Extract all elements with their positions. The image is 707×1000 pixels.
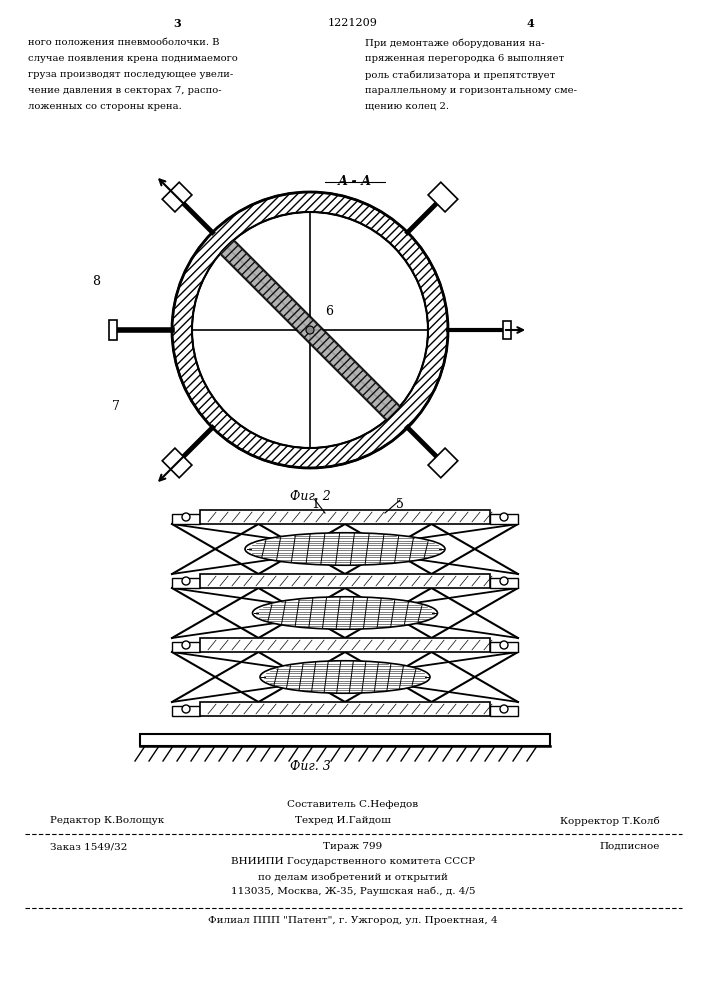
Text: роль стабилизатора и препятствует: роль стабилизатора и препятствует [365, 70, 555, 80]
Text: пряженная перегородка 6 выполняет: пряженная перегородка 6 выполняет [365, 54, 564, 63]
Text: ВНИИПИ Государственного комитета СССР: ВНИИПИ Государственного комитета СССР [231, 857, 475, 866]
FancyBboxPatch shape [200, 702, 490, 716]
Wedge shape [172, 192, 448, 468]
FancyBboxPatch shape [490, 578, 518, 588]
Text: Филиал ППП "Патент", г. Ужгород, ул. Проектная, 4: Филиал ППП "Патент", г. Ужгород, ул. Про… [208, 916, 498, 925]
Circle shape [500, 513, 508, 521]
Text: Фиг. 3: Фиг. 3 [290, 760, 330, 773]
FancyBboxPatch shape [172, 706, 200, 716]
Bar [503, 321, 511, 339]
FancyBboxPatch shape [172, 642, 200, 652]
Text: 7: 7 [112, 400, 120, 413]
Text: ного положения пневмооболочки. В: ного положения пневмооболочки. В [28, 38, 219, 47]
Circle shape [192, 212, 428, 448]
FancyBboxPatch shape [172, 514, 200, 524]
Polygon shape [162, 182, 192, 212]
Ellipse shape [260, 661, 430, 693]
FancyBboxPatch shape [200, 510, 490, 524]
Text: Тираж 799: Тираж 799 [323, 842, 382, 851]
Circle shape [500, 705, 508, 713]
Circle shape [500, 641, 508, 649]
Text: 113035, Москва, Ж-35, Раушская наб., д. 4/5: 113035, Москва, Ж-35, Раушская наб., д. … [230, 887, 475, 896]
Text: Фиг. 2: Фиг. 2 [290, 490, 330, 503]
FancyBboxPatch shape [490, 642, 518, 652]
Text: А - А: А - А [338, 175, 372, 188]
Text: Составитель С.Нефедов: Составитель С.Нефедов [288, 800, 419, 809]
Text: Подписное: Подписное [600, 842, 660, 851]
Text: Техред И.Гайдош: Техред И.Гайдош [295, 816, 391, 825]
Text: Редактор К.Волощук: Редактор К.Волощук [50, 816, 164, 825]
Text: 1: 1 [311, 498, 319, 511]
Circle shape [182, 577, 190, 585]
Polygon shape [428, 182, 458, 212]
FancyBboxPatch shape [490, 514, 518, 524]
Text: Заказ 1549/32: Заказ 1549/32 [50, 842, 127, 851]
Circle shape [500, 577, 508, 585]
Text: 1221209: 1221209 [328, 18, 378, 28]
Polygon shape [428, 448, 458, 478]
Text: 3: 3 [173, 18, 181, 29]
Text: щению колец 2.: щению колец 2. [365, 102, 449, 111]
Text: 4: 4 [526, 18, 534, 29]
Text: 6: 6 [325, 305, 333, 318]
Text: 8: 8 [92, 275, 100, 288]
Text: параллельному и горизонтальному сме-: параллельному и горизонтальному сме- [365, 86, 577, 95]
Text: ложенных со стороны крена.: ложенных со стороны крена. [28, 102, 182, 111]
Text: При демонтаже оборудования на-: При демонтаже оборудования на- [365, 38, 544, 47]
Ellipse shape [245, 533, 445, 565]
Polygon shape [220, 240, 399, 420]
Text: чение давления в секторах 7, распо-: чение давления в секторах 7, распо- [28, 86, 221, 95]
FancyBboxPatch shape [200, 638, 490, 652]
Text: случае появления крена поднимаемого: случае появления крена поднимаемого [28, 54, 238, 63]
FancyBboxPatch shape [200, 574, 490, 588]
FancyBboxPatch shape [140, 734, 550, 746]
Ellipse shape [252, 597, 438, 629]
Circle shape [182, 641, 190, 649]
Circle shape [306, 326, 314, 334]
Bar [109, 320, 117, 340]
Text: 5: 5 [396, 498, 404, 511]
Text: по делам изобретений и открытий: по делам изобретений и открытий [258, 872, 448, 882]
Text: груза производят последующее увели-: груза производят последующее увели- [28, 70, 233, 79]
Circle shape [182, 513, 190, 521]
FancyBboxPatch shape [172, 578, 200, 588]
Polygon shape [162, 448, 192, 478]
FancyBboxPatch shape [490, 706, 518, 716]
Circle shape [182, 705, 190, 713]
Text: Корректор Т.Колб: Корректор Т.Колб [560, 816, 660, 826]
